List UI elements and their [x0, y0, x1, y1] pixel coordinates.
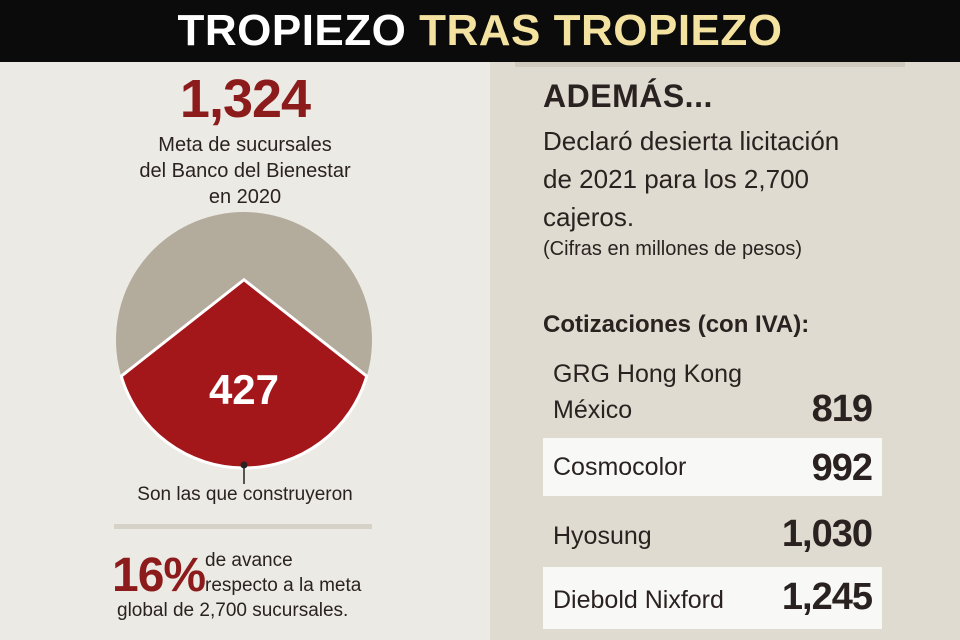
percent-value: 16% [112, 549, 206, 602]
table-row: Diebold Nixford 1,245 [543, 567, 882, 629]
percent-caption-line: respecto a la meta [205, 575, 362, 596]
row-name-line: Hyosung [553, 522, 652, 550]
pie-slice-built [119, 277, 369, 470]
description-line: de 2021 para los 2,700 [543, 164, 809, 194]
description-line: cajeros. [543, 202, 635, 232]
row-name-line: Cosmocolor [553, 453, 687, 481]
row-name-line: GRG Hong Kong [553, 360, 742, 388]
description-line: Declaró desierta licitación [543, 126, 840, 156]
quotes-title: Cotizaciones (con IVA): [543, 311, 810, 338]
right-panel [490, 62, 960, 640]
description: Declaró desierta licitación de 2021 para… [543, 122, 903, 236]
row-name: Diebold Nixford [553, 582, 724, 618]
row-name-line: México [553, 396, 633, 424]
row-value: 1,245 [781, 576, 873, 618]
percent-caption-line: global de 2,700 sucursales. [117, 600, 349, 621]
percent-caption-line: de avance [205, 550, 293, 571]
table-row: Hyosung 1,030 [543, 504, 882, 562]
goal-value: 1,324 [179, 69, 311, 129]
page-title: TROPIEZO TRAS TROPIEZO [177, 9, 782, 53]
pie-leader-dot [240, 461, 248, 469]
row-name: Hyosung [553, 518, 652, 554]
pie-built-label: 427 [209, 366, 279, 413]
header-bar: TROPIEZO TRAS TROPIEZO [0, 0, 960, 62]
divider [114, 524, 372, 529]
branches-pie-chart: 427 [116, 212, 372, 484]
table-row: GRG Hong Kong México 819 [543, 352, 882, 436]
goal-caption-line: en 2020 [208, 186, 282, 208]
goal-caption-line: Meta de sucursales [158, 134, 332, 156]
row-name: Cosmocolor [553, 449, 686, 485]
built-caption: Son las que construyeron [137, 484, 353, 505]
title-part-2: TRAS TROPIEZO [419, 6, 783, 55]
title-part-1: TROPIEZO [177, 6, 407, 55]
row-name: GRG Hong Kong México [553, 356, 742, 428]
units-note: (Cifras en millones de pesos) [543, 238, 802, 260]
goal-caption: Meta de sucursales del Banco del Bienest… [110, 132, 380, 210]
table-row: Cosmocolor 992 [543, 438, 882, 496]
row-name-line: Diebold Nixford [553, 586, 724, 614]
row-value: 992 [811, 447, 873, 489]
goal-caption-line: del Banco del Bienestar [139, 160, 351, 182]
right-panel-top-rule [515, 62, 905, 67]
row-value: 819 [811, 388, 873, 430]
row-value: 1,030 [781, 513, 873, 555]
section-heading: ADEMÁS... [543, 78, 713, 114]
